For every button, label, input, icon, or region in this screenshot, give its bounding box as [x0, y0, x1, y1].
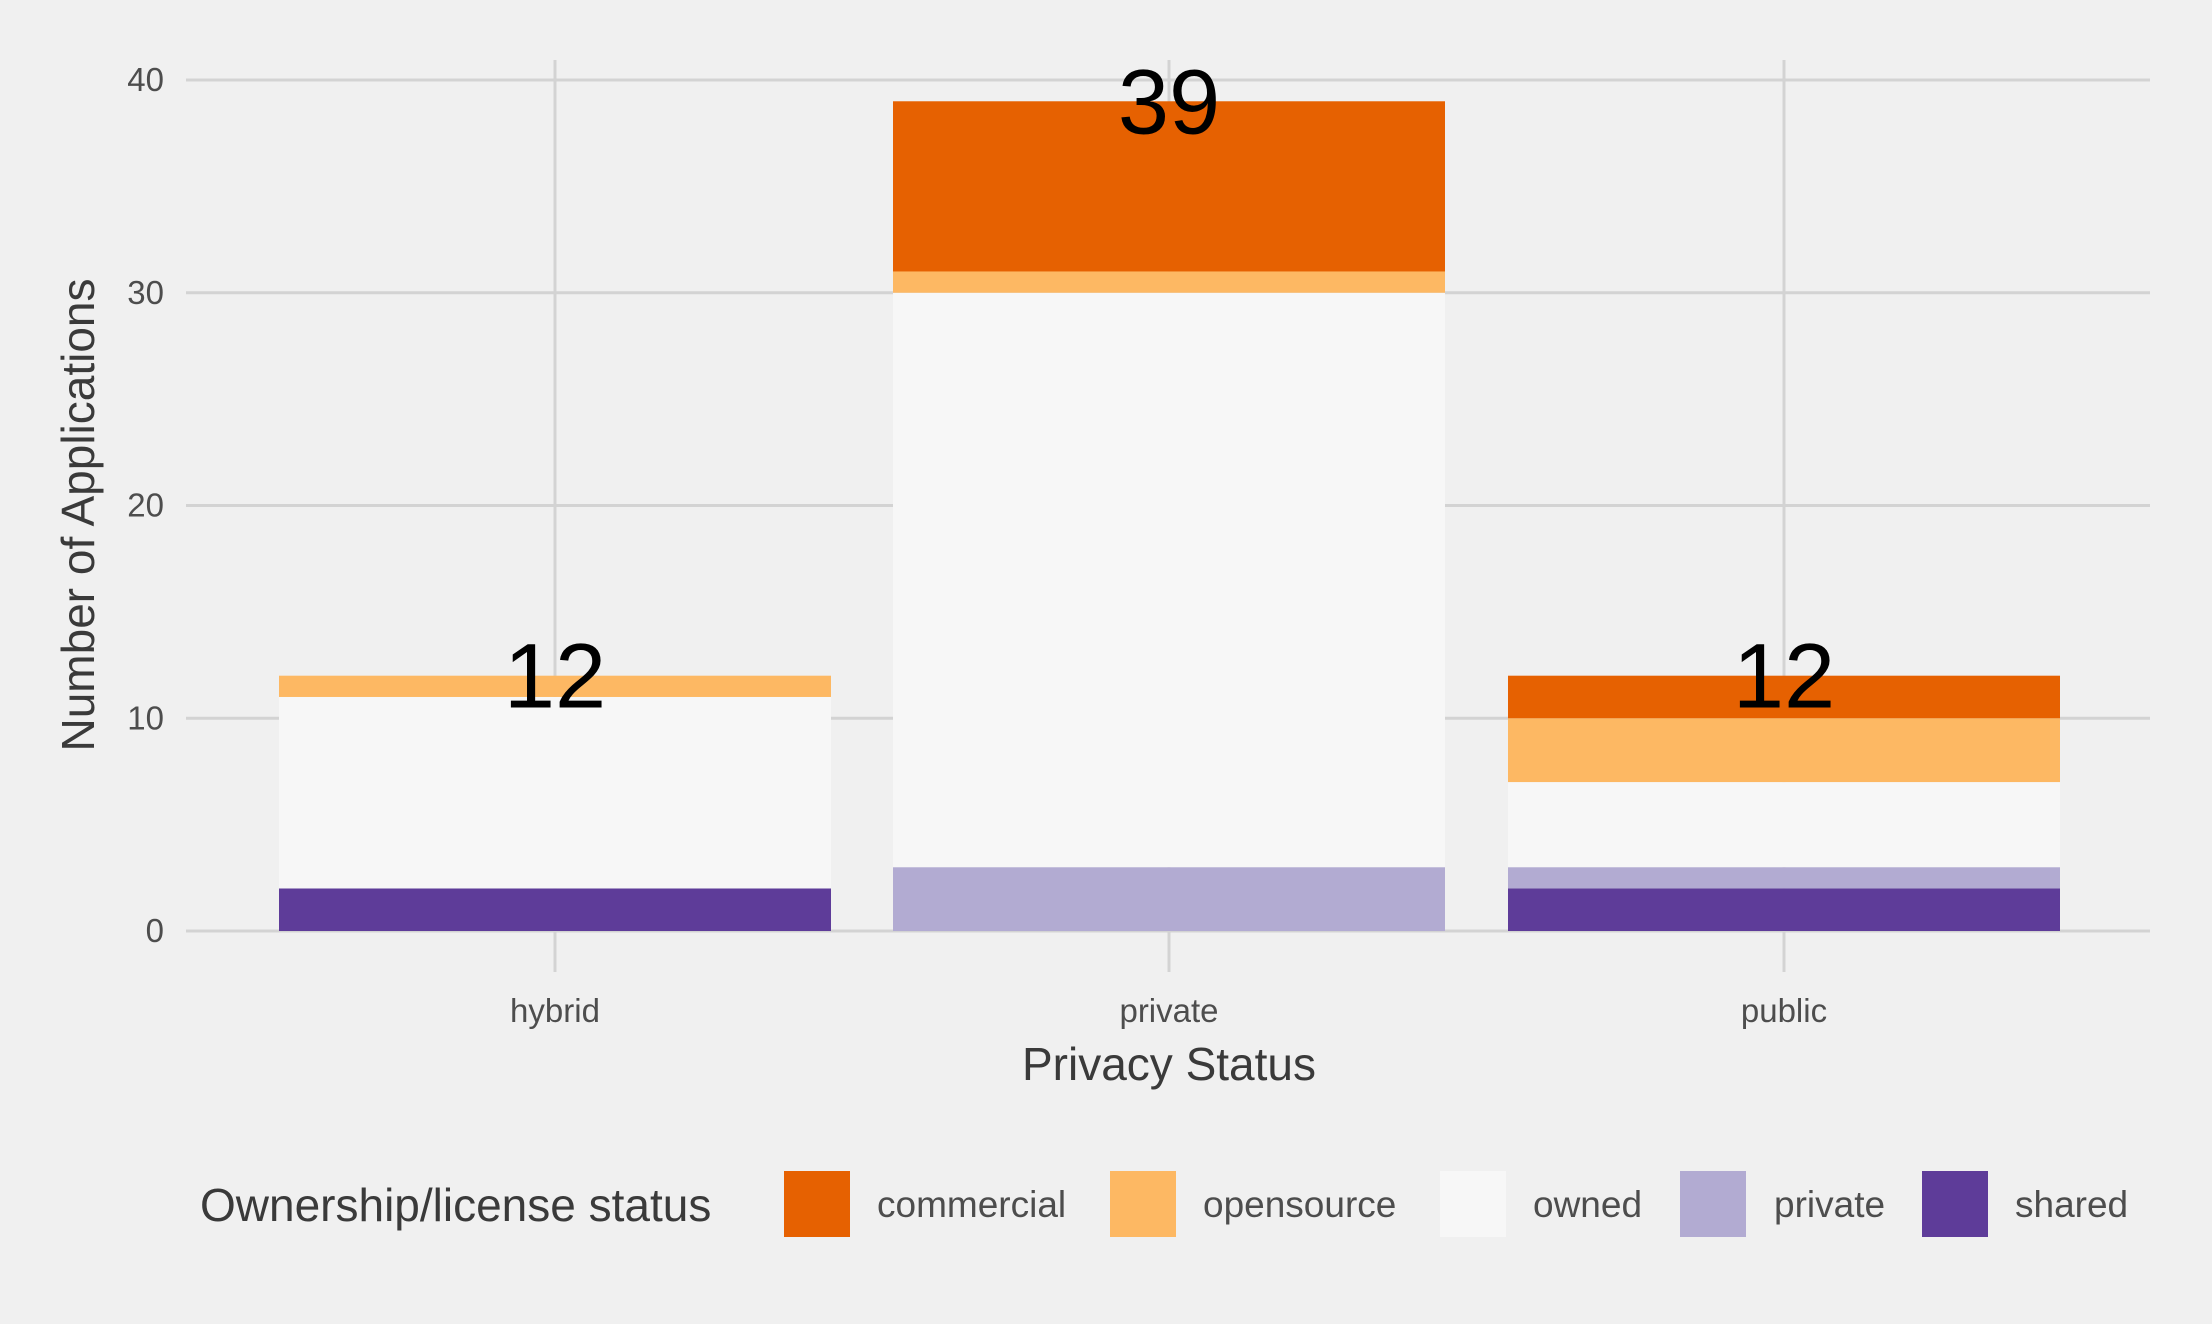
bar-segment-public-commercial [1508, 675, 2060, 719]
y-tick-label: 40 [127, 61, 164, 98]
total-label-hybrid: 12 [504, 626, 606, 728]
y-axis-title: Number of Applications [52, 278, 104, 751]
bar-segment-public-shared [1508, 888, 2060, 931]
bar-segment-private-owned [893, 292, 1445, 868]
legend-key-opensource [1110, 1171, 1176, 1237]
total-labels: 12 39 12 [504, 51, 1835, 727]
legend-key-shared [1922, 1171, 1988, 1237]
bar-segment-private-commercial [893, 101, 1445, 272]
total-label-public: 12 [1733, 626, 1835, 728]
bar-segment-hybrid-shared [279, 888, 831, 931]
y-tick-label: 0 [146, 912, 164, 949]
legend-label-commercial: commercial [877, 1184, 1066, 1225]
x-axis-title: Privacy Status [1022, 1038, 1316, 1090]
legend-label-opensource: opensource [1203, 1184, 1396, 1225]
bars [279, 101, 2060, 931]
y-tick-label: 30 [127, 274, 164, 311]
y-tick-label: 10 [127, 699, 164, 736]
legend: Ownership/license status commercial opens… [200, 1171, 2128, 1237]
y-tick-label: 20 [127, 487, 164, 524]
bar-segment-private-private [893, 867, 1445, 931]
legend-key-owned [1440, 1171, 1506, 1237]
x-tick-label: public [1741, 992, 1827, 1029]
x-tick-labels: hybrid private public [510, 992, 1827, 1029]
bar-segment-public-private [1508, 867, 2060, 889]
x-tick-label: hybrid [510, 992, 600, 1029]
legend-label-owned: owned [1533, 1184, 1642, 1225]
bar-segment-public-owned [1508, 782, 2060, 868]
legend-key-commercial [784, 1171, 850, 1237]
bar-segment-hybrid-owned [279, 696, 831, 889]
x-tick-label: private [1119, 992, 1218, 1029]
legend-label-private: private [1774, 1184, 1885, 1225]
legend-label-shared: shared [2015, 1184, 2128, 1225]
y-tick-labels: 0 10 20 30 40 [127, 61, 164, 949]
total-label-private: 39 [1118, 51, 1220, 153]
bar-segment-public-opensource [1508, 718, 2060, 783]
legend-title: Ownership/license status [200, 1179, 711, 1231]
bar-segment-private-opensource [893, 271, 1445, 293]
bar-segment-hybrid-opensource [279, 675, 831, 697]
legend-key-private [1680, 1171, 1746, 1237]
